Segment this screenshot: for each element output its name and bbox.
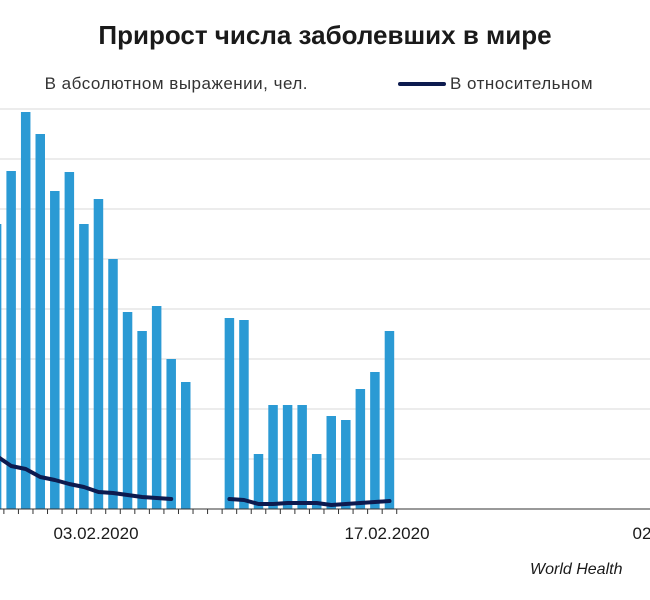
bar xyxy=(268,405,278,509)
bar xyxy=(35,134,45,509)
bar xyxy=(326,416,336,509)
bar xyxy=(370,372,380,509)
relative-line xyxy=(0,455,392,507)
bar xyxy=(166,359,176,509)
x-axis-ticks xyxy=(3,509,398,514)
chart-title: Прирост числа заболевших в мире xyxy=(98,20,552,50)
legend-line-label: В относительном xyxy=(450,74,594,93)
bar xyxy=(224,318,235,509)
bar xyxy=(93,199,104,509)
bar xyxy=(6,171,16,509)
bar xyxy=(137,331,147,509)
x-tick-label-3: 02 xyxy=(632,524,650,543)
source-note: World Health xyxy=(530,561,623,578)
bar xyxy=(79,224,89,509)
bar xyxy=(282,405,293,509)
bar xyxy=(384,331,395,509)
bar xyxy=(0,224,2,509)
bar xyxy=(64,172,75,509)
x-tick-label-1: 03.02.2020 xyxy=(53,524,139,543)
bar xyxy=(297,405,307,509)
bar xyxy=(50,191,60,509)
bar xyxy=(311,454,322,509)
bar xyxy=(239,320,249,509)
legend-bars-label: В абсолютном выражении, чел. xyxy=(44,74,308,93)
bar xyxy=(341,420,351,509)
bar xyxy=(181,382,191,509)
bar xyxy=(253,454,264,509)
bar xyxy=(20,112,31,509)
bar xyxy=(355,389,366,509)
bar xyxy=(108,259,118,509)
x-tick-label-2: 17.02.2020 xyxy=(344,524,430,543)
bar-series xyxy=(0,112,395,509)
legend-line-swatch xyxy=(398,82,446,86)
bar xyxy=(122,312,133,509)
bar xyxy=(151,306,162,509)
